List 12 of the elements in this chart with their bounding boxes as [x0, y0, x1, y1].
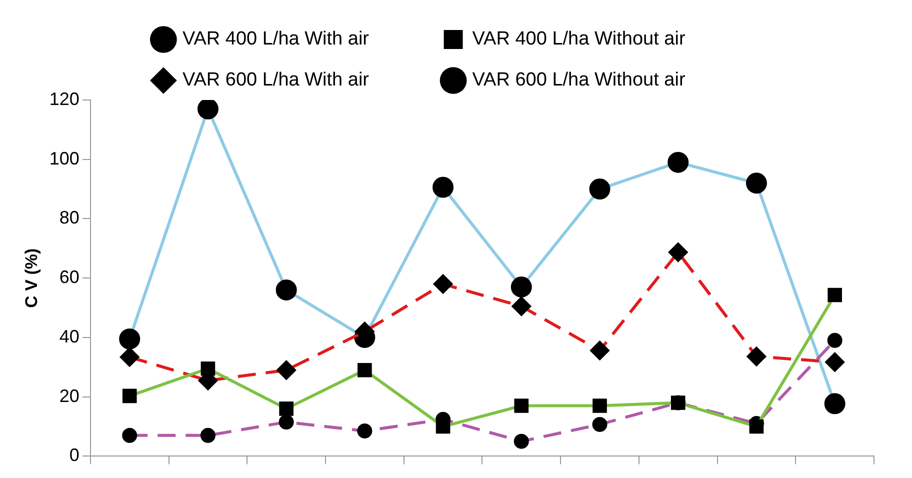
legend-label: VAR 400 L/ha Without air	[472, 28, 738, 50]
y-tick-label: 60	[59, 267, 80, 288]
y-tick-label: 120	[49, 88, 80, 109]
y-tick-label: 100	[49, 148, 80, 168]
y-tick-label: 40	[59, 326, 80, 346]
legend-label: VAR 600 L/ha With air	[182, 70, 422, 91]
y-tick-label: 0	[69, 445, 80, 466]
legend-label: VAR 600 L/ha Without air	[472, 70, 738, 91]
legend-label: VAR 400 L/ha With air	[182, 28, 422, 50]
y-axis-title: C V (%)	[22, 248, 41, 308]
y-tick-label: 80	[59, 208, 80, 228]
y-tick-label: 20	[59, 386, 80, 406]
